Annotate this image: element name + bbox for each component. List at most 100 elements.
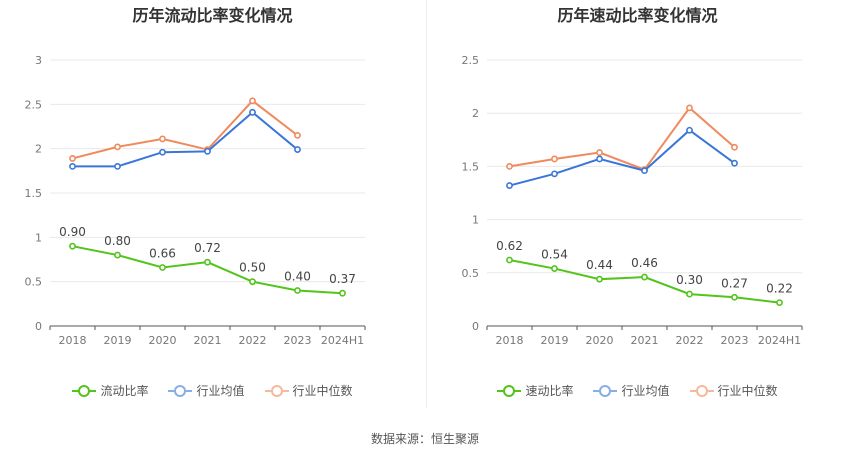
series-line-2 [72,99,299,160]
series-line-1 [72,111,299,168]
data-point [506,162,513,170]
data-point [686,290,693,298]
data-point [731,293,738,301]
data-point [159,148,166,156]
data-label: 0.62 [496,239,523,253]
data-label: 0.54 [541,248,568,262]
x-tick-label: 2021 [194,334,222,347]
data-point [294,131,301,139]
data-point [641,273,648,281]
y-tick-label: 1.5 [462,160,480,173]
data-point [69,155,76,162]
legend-item[interactable]: 行业均值 [168,382,245,399]
legend-item[interactable]: 行业中位数 [264,382,353,399]
data-point [339,289,346,297]
data-point [114,162,121,170]
y-tick-label: 1.5 [25,187,43,200]
data-label: 0.72 [194,241,221,255]
legend-item[interactable]: 速动比率 [497,382,573,399]
data-label: 0.22 [766,282,793,296]
data-label: 0.66 [149,246,176,260]
x-tick-label: 2019 [541,334,569,347]
data-point [641,167,648,175]
legend-item[interactable]: 行业中位数 [689,382,778,399]
data-point [69,162,76,170]
data-point [249,108,256,116]
legend-item[interactable]: 流动比率 [72,382,148,399]
series-line-2 [509,106,736,171]
current-ratio-plot: 0 0.5 1 1.5 2 2.5 3 2018 2019 2020 2021 2022 2023 202… [25,54,366,347]
data-point [294,287,301,294]
current-ratio-chart: 历年流动比率变化情况 0 0.5 1 1.5 2 2.5 3 2018 2019 2020 2021… [0,0,425,420]
legend-swatch-icon [593,384,618,398]
y-tick-label: 2.5 [25,98,43,111]
x-tick-label: 2023 [721,334,749,347]
data-point [776,299,783,306]
data-label: 0.37 [329,272,356,286]
chart-title: 历年速动比率变化情况 [557,6,718,25]
quick-ratio-plot: 0 0.5 1 1.5 2 2.5 2018 2019 2020 2021 2022 2023 2024… [462,54,803,347]
data-point [69,242,76,250]
x-tick-label: 2019 [104,334,132,347]
data-point [596,155,603,163]
data-point [551,170,558,178]
data-point [551,265,558,272]
legend-swatch-icon [168,384,193,398]
legend-swatch-icon [72,384,97,398]
data-point [159,264,166,271]
data-point [686,126,693,134]
data-point [506,182,513,189]
x-tick-label: 2024H1 [321,334,364,347]
chart-legend: 流动比率 行业均值 行业中位数 [0,382,425,399]
data-point [114,251,121,259]
data-label: 0.46 [631,256,658,270]
data-point [551,155,558,163]
x-tick-label: 2020 [149,334,177,347]
x-tick-label: 2021 [631,334,659,347]
data-point [114,143,121,151]
x-tick-label: 2023 [284,334,312,347]
data-label: 0.30 [676,273,703,287]
y-tick-label: 2.5 [462,54,480,67]
chart-title: 历年流动比率变化情况 [132,6,293,25]
legend-swatch-icon [264,384,289,398]
x-tick-label: 2018 [59,334,87,347]
x-tick-label: 2022 [676,334,704,347]
chart-legend: 速动比率 行业均值 行业中位数 [425,382,850,399]
data-point [159,135,166,143]
legend-item[interactable]: 行业均值 [593,382,670,399]
data-label: 0.90 [59,225,86,239]
data-label: 0.80 [104,234,131,248]
data-point [204,147,211,155]
legend-swatch-icon [689,384,714,398]
series-line-1 [509,128,736,187]
x-tick-label: 2022 [239,334,267,347]
data-point [249,278,256,286]
x-tick-label: 2020 [586,334,614,347]
data-source-note: 数据来源：恒生聚源 [370,432,479,446]
data-point [249,97,256,105]
y-tick-label: 0 [472,320,479,333]
y-tick-label: 0 [35,320,42,333]
y-tick-label: 2 [472,107,479,120]
y-tick-label: 1 [35,231,42,244]
x-tick-label: 2024H1 [758,334,801,347]
quick-ratio-chart: 历年速动比率变化情况 0 0.5 1 1.5 2 2.5 2018 2019 2020 2021 2… [425,0,850,420]
legend-label: 行业均值 [621,384,670,398]
legend-swatch-icon [497,384,522,398]
y-tick-label: 0.5 [25,276,43,289]
y-tick-label: 0.5 [462,267,480,280]
legend-label: 行业均值 [196,384,245,398]
x-tick-label: 2018 [496,334,524,347]
data-label: 0.44 [586,258,613,272]
data-point [731,143,738,151]
data-point [596,275,603,283]
chart-divider [426,0,427,408]
data-label: 0.40 [284,270,311,284]
legend-label: 行业中位数 [292,384,353,398]
data-point [596,149,603,156]
data-label: 0.27 [721,276,748,290]
y-tick-label: 3 [35,54,42,67]
y-tick-label: 2 [35,143,42,156]
data-point [204,258,211,266]
